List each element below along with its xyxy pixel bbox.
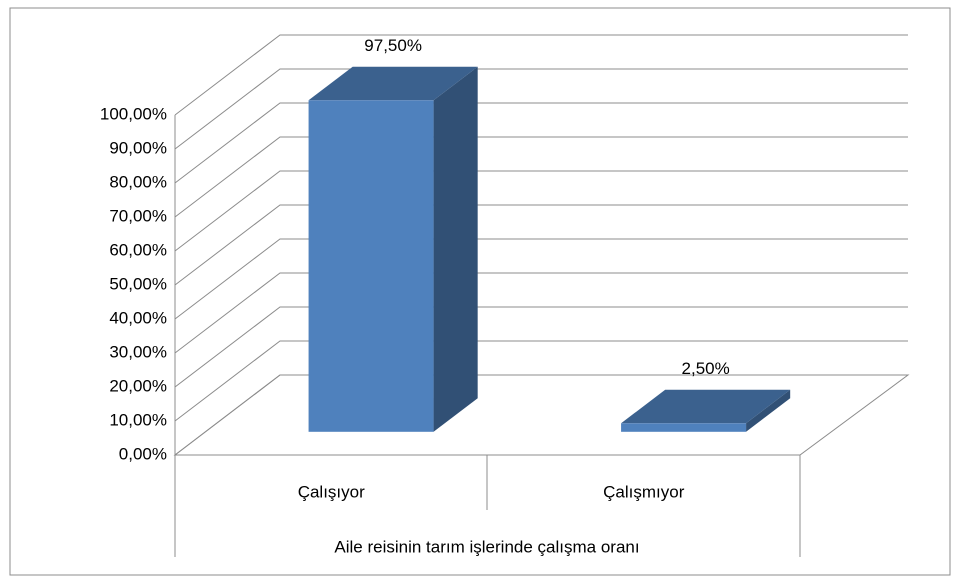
x-tick-label: Çalışmıyor [603,482,685,501]
grid-line [174,238,908,320]
bar-side [746,389,791,432]
bar-top [308,66,478,101]
value-label: 2,50% [682,359,730,378]
grid-line [174,272,908,354]
grid-line [174,306,908,388]
grid-line [174,374,908,456]
y-tick-label: 60,00% [109,240,167,259]
grid-line [174,102,908,184]
y-tick-label: 30,00% [109,342,167,361]
grid-line [174,204,908,286]
bar [621,423,747,432]
bar-side [433,66,478,432]
grid-line [174,170,908,252]
bar-top [621,389,791,424]
y-tick-label: 80,00% [109,172,167,191]
y-tick-label: 0,00% [119,444,167,463]
grid-line [174,68,908,150]
y-tick-label: 50,00% [109,274,167,293]
value-label: 97,50% [364,36,422,55]
grid-line [174,136,908,218]
y-tick-label: 40,00% [109,308,167,327]
grid-line [174,340,908,422]
bar [308,100,434,432]
y-tick-label: 100,00% [100,104,167,123]
y-tick-label: 70,00% [109,206,167,225]
x-axis-title: Aile reisinin tarım işlerinde çalışma or… [334,537,639,556]
y-tick-label: 90,00% [109,138,167,157]
x-tick-label: Çalışıyor [298,482,365,501]
y-tick-label: 20,00% [109,376,167,395]
grid-line [174,34,908,116]
y-tick-label: 10,00% [109,410,167,429]
